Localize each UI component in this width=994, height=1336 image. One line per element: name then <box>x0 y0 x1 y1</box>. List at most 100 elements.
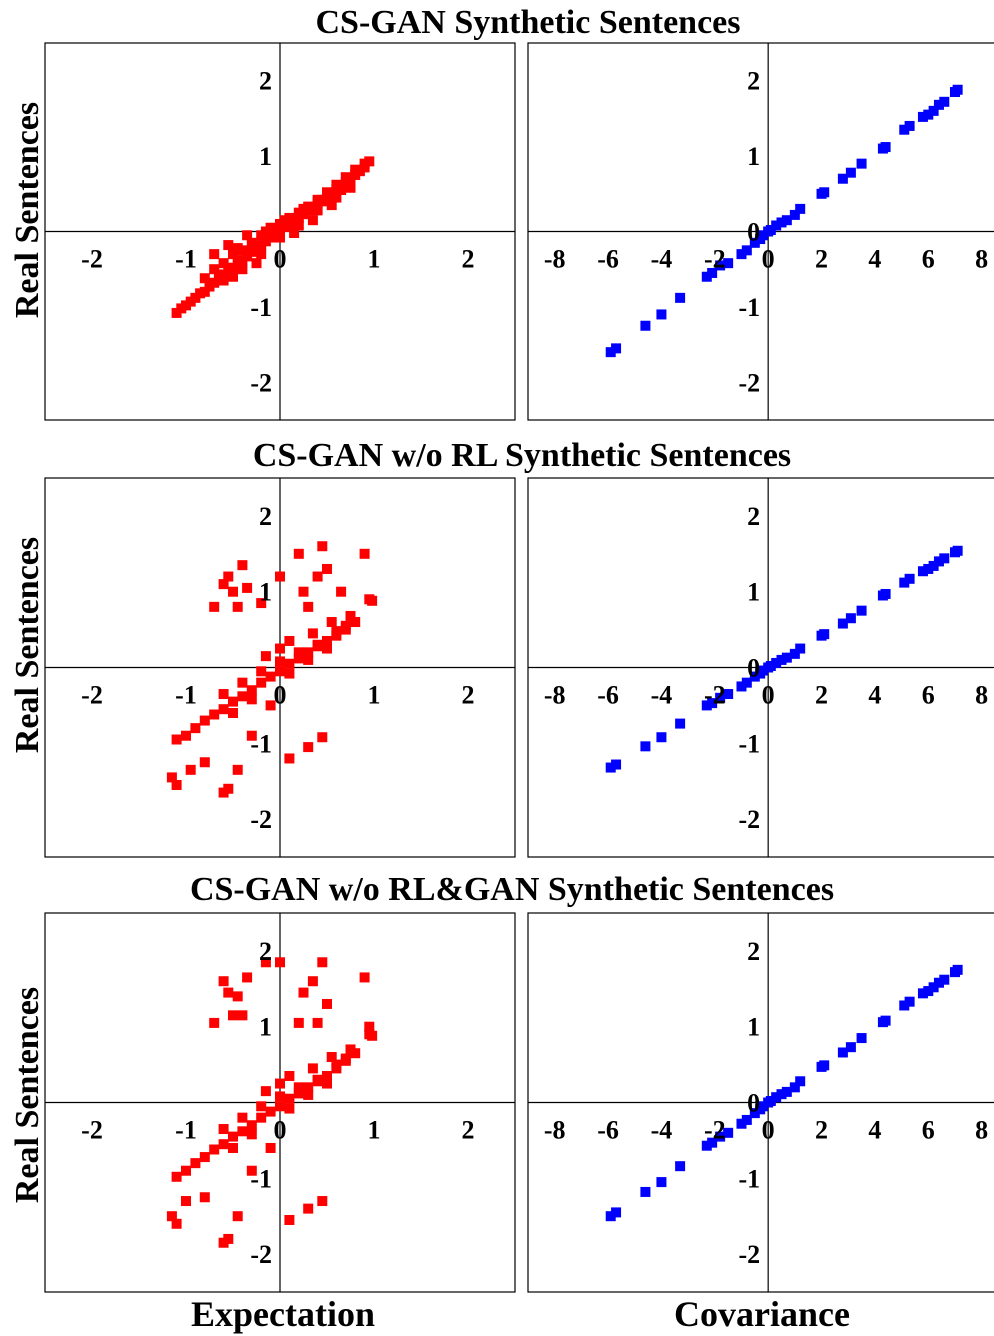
data-point <box>209 1144 220 1155</box>
x-tick-label: 4 <box>868 245 881 274</box>
data-point <box>331 192 342 203</box>
data-point <box>317 1196 328 1207</box>
data-point <box>256 249 267 260</box>
data-point <box>837 618 848 629</box>
data-point <box>331 626 342 637</box>
data-point <box>781 215 792 226</box>
data-point <box>232 1211 243 1222</box>
y-tick-label: 1 <box>747 1013 760 1042</box>
data-point <box>933 977 944 988</box>
y-tick-label: -1 <box>250 293 272 322</box>
data-point <box>776 654 787 665</box>
data-point <box>284 1070 295 1081</box>
data-point <box>275 643 285 654</box>
data-point <box>656 309 667 320</box>
x-tick-label: -4 <box>651 1116 673 1145</box>
x-tick-label: 0 <box>762 245 775 274</box>
data-point <box>326 200 337 211</box>
data-point <box>741 1114 752 1125</box>
x-tick-label: 2 <box>462 1116 475 1145</box>
data-point <box>933 99 944 110</box>
data-point <box>359 548 370 559</box>
y-tick-label: 1 <box>259 142 272 171</box>
data-point <box>237 245 248 256</box>
data-point <box>707 1137 718 1148</box>
data-point <box>749 1108 760 1119</box>
data-point <box>856 158 867 169</box>
data-point <box>232 991 243 1002</box>
data-point <box>856 1033 867 1044</box>
data-point <box>845 1042 856 1053</box>
data-point <box>260 651 271 662</box>
data-point <box>166 772 177 783</box>
y-axis-label-row-2: Real Sentences <box>9 537 46 753</box>
data-point <box>303 742 314 753</box>
panel-r1-c1: -2 -1 0 1 2-2-112 <box>44 42 516 421</box>
y-tick-label: 2 <box>259 502 272 531</box>
data-point <box>765 1095 776 1106</box>
y-tick-label: 1 <box>747 142 760 171</box>
data-point <box>298 987 309 998</box>
data-point <box>952 84 963 95</box>
data-point <box>837 1047 848 1058</box>
y-tick-label: -1 <box>738 1164 760 1193</box>
data-point <box>293 647 304 658</box>
data-point <box>880 1015 891 1026</box>
x-tick-label: 1 <box>368 1116 381 1145</box>
y-tick-label: -2 <box>250 368 272 397</box>
data-point <box>904 120 915 131</box>
data-point <box>776 1089 787 1100</box>
data-point <box>223 240 234 251</box>
x-tick-label: -1 <box>175 245 197 274</box>
data-point <box>209 1017 220 1028</box>
data-point <box>317 196 328 207</box>
data-point <box>364 1021 375 1032</box>
data-point <box>322 1070 332 1081</box>
data-point <box>275 957 285 968</box>
x-tick-label: -2 <box>81 245 103 274</box>
x-tick-label: 8 <box>975 1116 988 1145</box>
points-r2-c2 <box>605 545 963 773</box>
data-point <box>256 1112 267 1123</box>
x-tick-label: -2 <box>81 1116 103 1145</box>
data-point <box>293 1088 304 1099</box>
data-point <box>819 629 830 640</box>
data-point <box>904 573 915 584</box>
data-point <box>232 764 243 775</box>
x-tick-label: 2 <box>815 681 828 710</box>
data-point <box>715 692 726 703</box>
data-point <box>307 628 318 639</box>
data-point <box>289 228 300 239</box>
data-point <box>275 232 285 243</box>
data-point <box>293 653 304 664</box>
data-point <box>237 1126 248 1137</box>
data-point <box>228 1142 238 1153</box>
data-point <box>795 203 806 214</box>
data-point <box>265 1142 276 1153</box>
x-axis-label-covariance: Covariance <box>674 1294 850 1334</box>
data-point <box>322 1078 332 1089</box>
x-tick-label: -4 <box>651 681 673 710</box>
data-point <box>741 677 752 688</box>
data-point <box>656 1177 667 1188</box>
data-point <box>939 96 950 107</box>
data-point <box>218 1139 229 1150</box>
x-tick-label: 1 <box>368 681 381 710</box>
data-point <box>326 617 337 628</box>
data-point <box>275 666 285 677</box>
x-tick-label: -2 <box>704 681 726 710</box>
data-point <box>605 762 616 773</box>
data-point <box>218 1124 229 1135</box>
data-point <box>209 709 220 720</box>
data-point <box>223 783 234 794</box>
y-tick-label: -2 <box>250 805 272 834</box>
x-tick-label: -8 <box>544 245 566 274</box>
data-point <box>367 595 378 606</box>
x-tick-label: 0 <box>762 1116 775 1145</box>
y-tick-label: 1 <box>259 1013 272 1042</box>
data-point <box>298 203 309 214</box>
data-point <box>345 610 356 621</box>
data-point <box>899 577 910 588</box>
